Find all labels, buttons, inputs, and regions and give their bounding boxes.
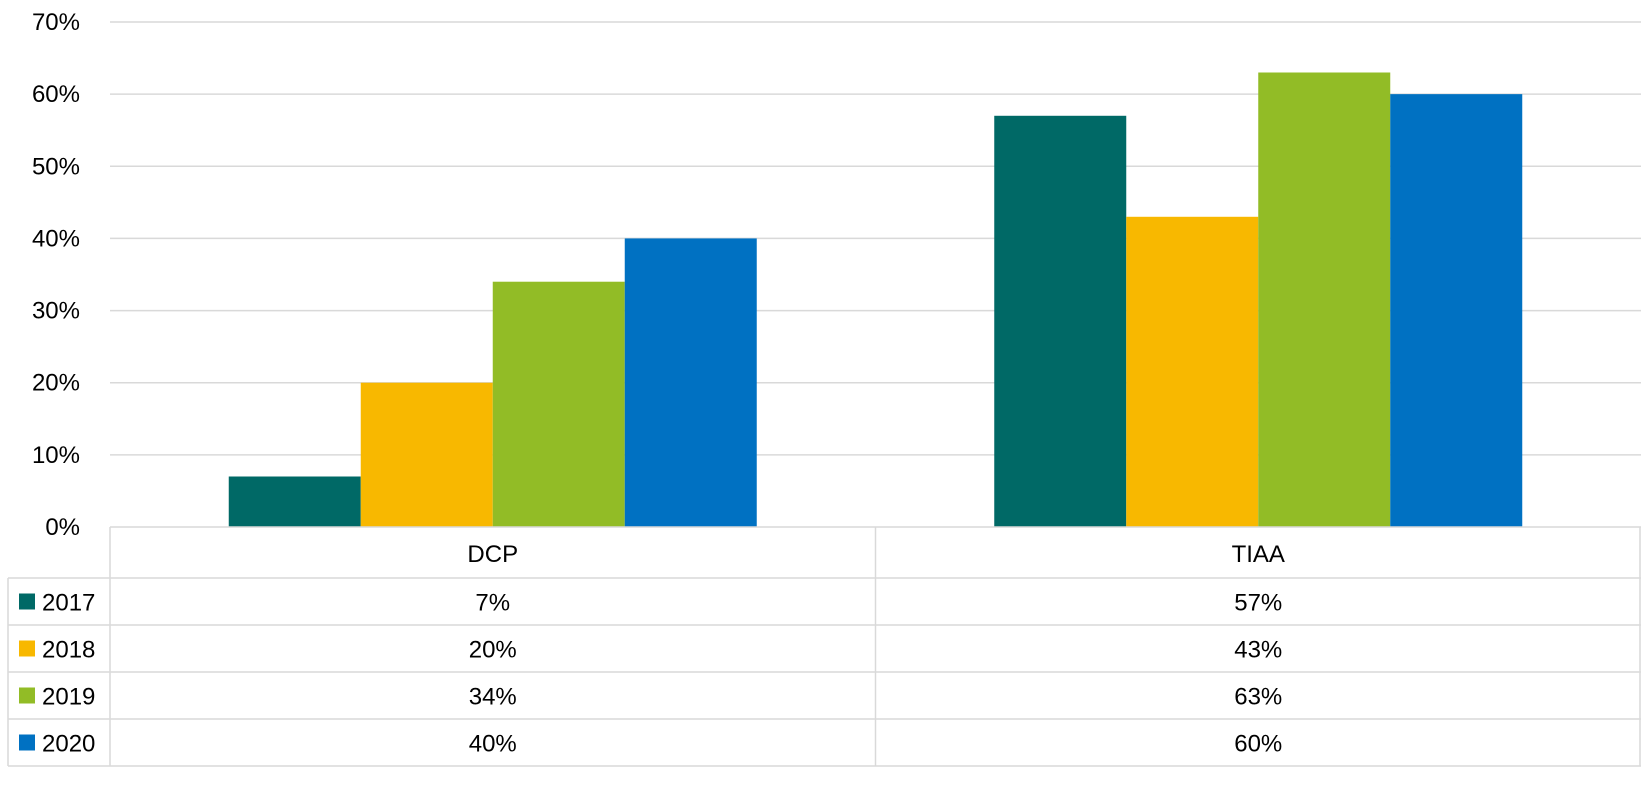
legend-label: 2017 [42, 590, 95, 617]
bar-2020-dcp [624, 238, 757, 527]
bar-2019-tiaa [1258, 72, 1391, 527]
legend-swatch [19, 640, 35, 657]
bar-2018-dcp [360, 382, 493, 527]
category-label: DCP [467, 541, 518, 568]
y-tick-label: 70% [32, 9, 80, 36]
y-axis: 0% 10% 20% 30% 40% 50% 60% 70% [32, 9, 80, 541]
legend-label: 2019 [42, 684, 95, 711]
bar-2017-tiaa [994, 115, 1127, 528]
data-label: 57% [1234, 590, 1282, 617]
bars [228, 72, 1523, 528]
bar-2019-dcp [492, 281, 625, 527]
data-label: 60% [1234, 731, 1282, 758]
data-table: DCP TIAA 2017 7% 57% 2018 20% 43% 2019 34% 63% 2020… [7, 526, 1641, 767]
category-label: TIAA [1232, 541, 1285, 568]
y-tick-label: 50% [32, 153, 80, 180]
data-label: 34% [469, 684, 517, 711]
y-tick-label: 10% [32, 442, 80, 469]
y-tick-label: 20% [32, 370, 80, 397]
data-label: 40% [469, 731, 517, 758]
bar-2018-tiaa [1126, 216, 1259, 528]
data-label: 7% [475, 590, 510, 617]
legend-label: 2020 [42, 731, 95, 758]
y-tick-label: 30% [32, 298, 80, 325]
y-tick-label: 0% [45, 514, 80, 541]
bar-2017-dcp [228, 476, 361, 527]
legend-swatch [19, 687, 35, 704]
legend-swatch [19, 734, 35, 751]
data-label: 43% [1234, 637, 1282, 664]
y-tick-label: 40% [32, 225, 80, 252]
legend-label: 2018 [42, 637, 95, 664]
y-tick-label: 60% [32, 81, 80, 108]
legend-swatch [19, 593, 35, 610]
bar-2020-tiaa [1390, 94, 1523, 528]
data-label: 63% [1234, 684, 1282, 711]
data-label: 20% [469, 637, 517, 664]
